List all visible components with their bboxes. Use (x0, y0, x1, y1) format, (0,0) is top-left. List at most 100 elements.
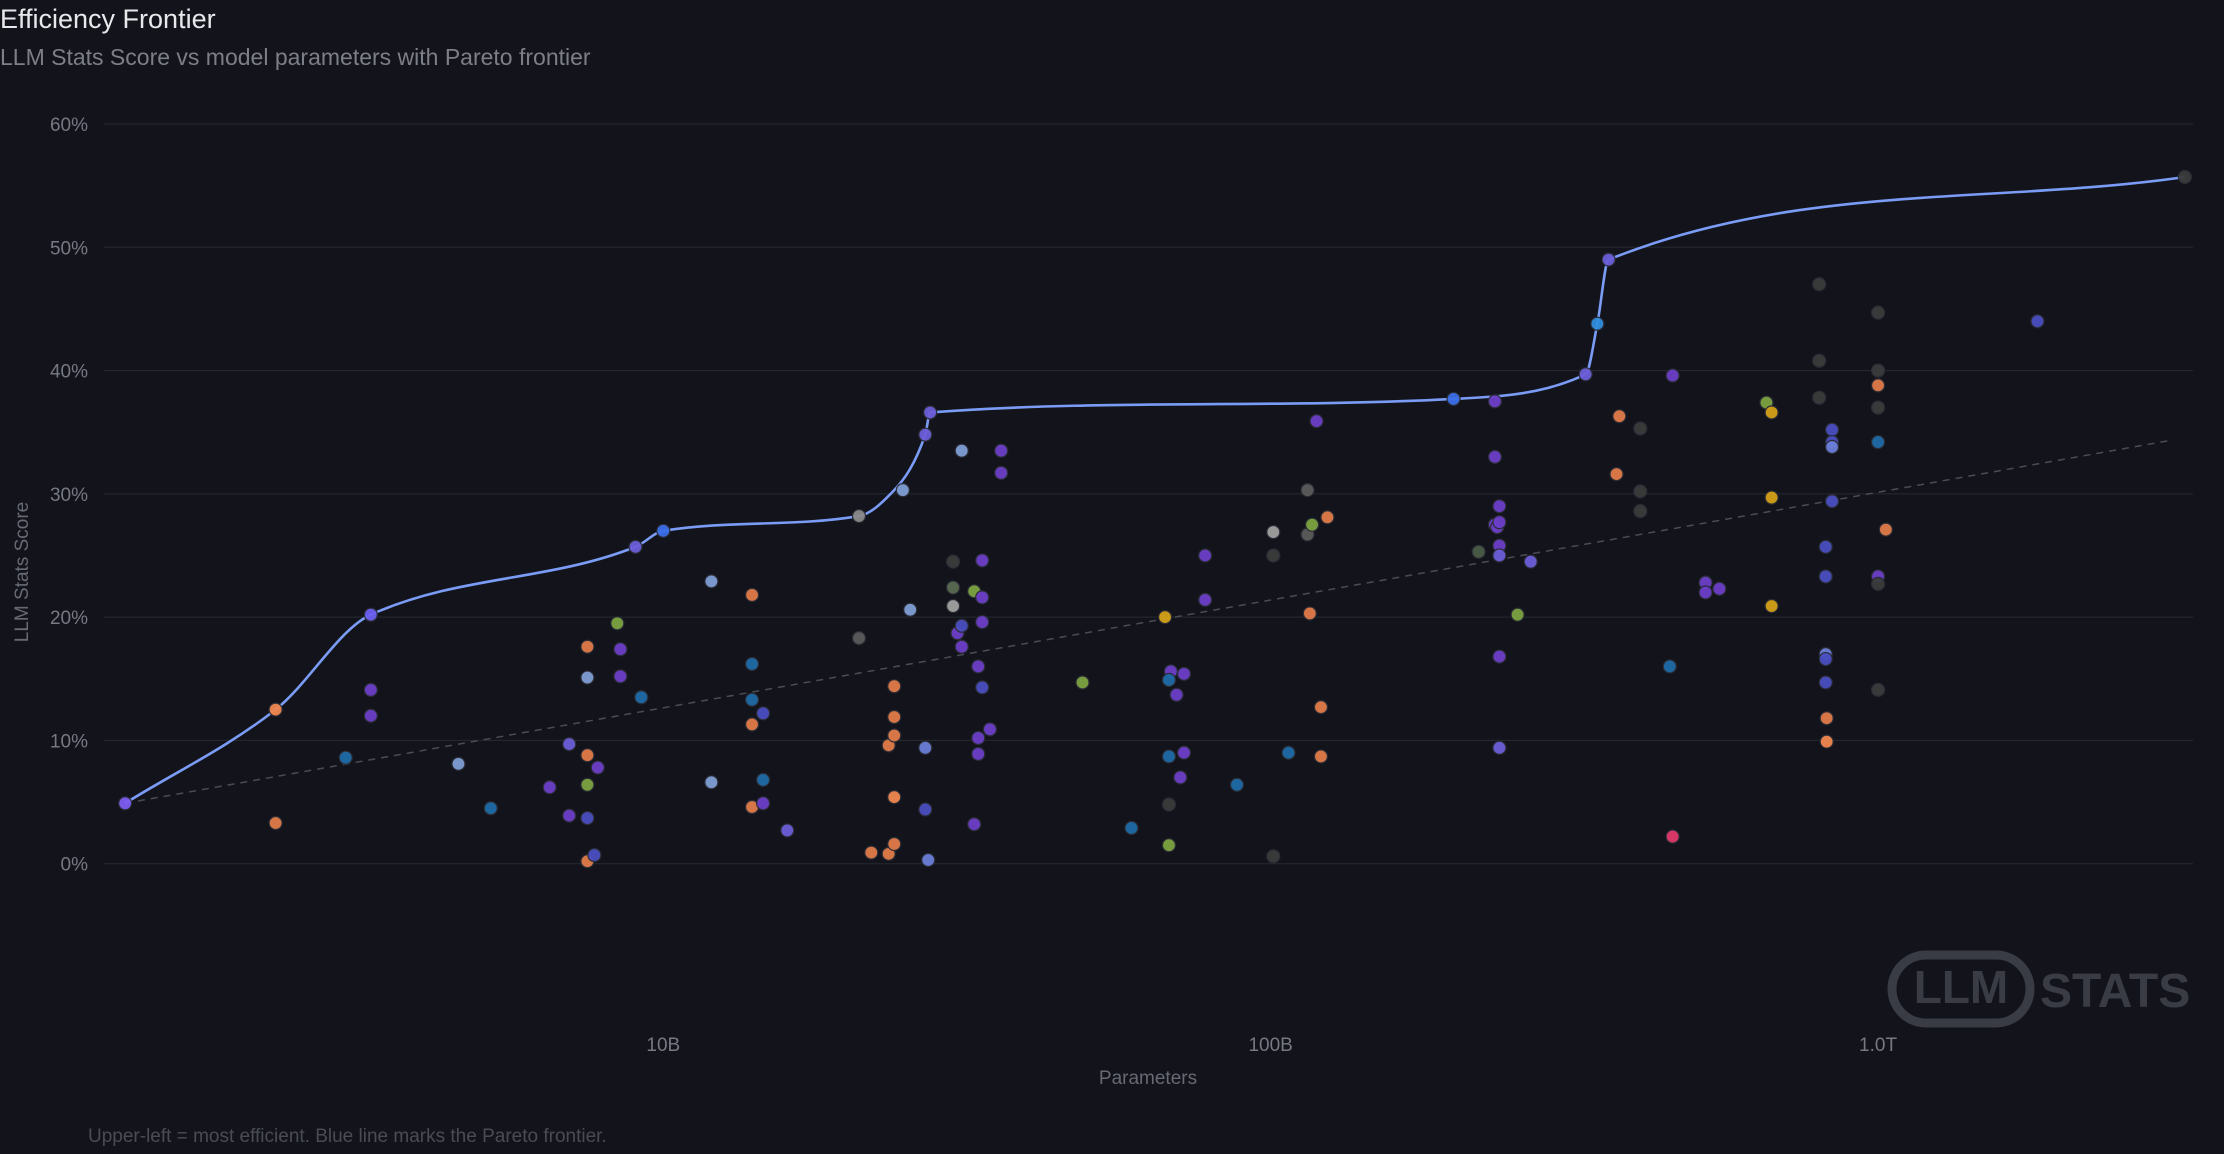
data-point (1764, 405, 1779, 420)
data-point (1824, 494, 1840, 509)
data-point (1309, 414, 1324, 429)
data-point (1812, 390, 1827, 405)
data-point (1662, 659, 1677, 674)
data-point (1266, 849, 1281, 864)
data-point (610, 616, 625, 631)
data-point (945, 580, 961, 595)
data-point (744, 717, 760, 732)
data-point (2177, 169, 2192, 185)
data-point (1492, 548, 1507, 563)
data-point (634, 690, 649, 705)
pareto-frontier-line (124, 175, 2186, 805)
data-point (363, 607, 378, 622)
data-point (1870, 378, 1886, 393)
data-point (1173, 770, 1188, 785)
data-point (542, 780, 557, 795)
data-point (967, 817, 982, 832)
data-point (923, 405, 938, 420)
y-tick-label: 50% (50, 238, 88, 259)
data-point (887, 836, 902, 852)
data-point (994, 443, 1009, 458)
data-point (756, 796, 771, 811)
data-point (1818, 569, 1833, 584)
data-point (1124, 820, 1139, 836)
data-point (756, 772, 771, 787)
data-point (1487, 394, 1503, 409)
chart-title: Efficiency Frontier (0, 4, 216, 34)
y-tick-label: 30% (50, 485, 88, 506)
data-point (580, 810, 595, 826)
data-point (628, 539, 643, 554)
data-point (1229, 777, 1245, 792)
data-point (1609, 467, 1624, 482)
x-axis-ticks: 10B 100B 1.0T (646, 1035, 1897, 1056)
data-point (656, 523, 671, 538)
data-point (918, 427, 933, 442)
data-point (1818, 539, 1833, 554)
y-tick-label: 60% (50, 115, 88, 136)
data-point (587, 847, 602, 863)
data-point (864, 845, 879, 860)
data-point (562, 737, 577, 752)
data-point (1824, 422, 1840, 437)
data-point (1633, 484, 1648, 499)
data-point (590, 760, 605, 775)
chart-subtitle: LLM Stats Score vs model parameters with… (0, 44, 591, 70)
watermark-badge-text: LLM (1914, 961, 2009, 1013)
data-point (903, 602, 918, 617)
x-axis-title: Parameters (1099, 1068, 1197, 1089)
footnote: Upper-left = most efficient. Blue line m… (88, 1126, 607, 1147)
data-point (1198, 548, 1213, 563)
data-point (918, 802, 933, 817)
data-point (945, 554, 961, 569)
data-point (1176, 745, 1192, 760)
data-point (268, 815, 283, 831)
watermark-logo: LLM STATS (1887, 950, 2190, 1028)
data-point (1300, 483, 1315, 498)
data-point (1161, 749, 1177, 764)
data-point (780, 823, 795, 838)
data-point (971, 730, 986, 746)
y-tick-label: 10% (50, 731, 88, 752)
data-point (613, 642, 628, 657)
data-point (1198, 592, 1213, 607)
data-point (338, 750, 353, 765)
data-point (895, 483, 910, 498)
data-point (1510, 607, 1525, 622)
data-point (1169, 687, 1184, 702)
data-point (1712, 581, 1727, 596)
data-point (1590, 316, 1605, 331)
data-point (1878, 522, 1893, 537)
y-tick-label: 40% (50, 362, 88, 383)
watermark-word: STATS (2040, 965, 2190, 1018)
data-point (1698, 585, 1713, 600)
data-point (363, 682, 378, 697)
data-point (580, 639, 595, 654)
data-point (1633, 504, 1648, 519)
data-point (1870, 305, 1886, 320)
data-point (1824, 439, 1840, 455)
y-tick-label: 0% (61, 855, 89, 876)
data-point (744, 692, 760, 707)
data-point (1812, 353, 1827, 368)
data-point (744, 587, 760, 603)
data-point (1176, 666, 1192, 681)
data-point (118, 796, 133, 811)
x-tick-label: 1.0T (1859, 1035, 1897, 1056)
data-point (268, 702, 283, 717)
data-point (1870, 400, 1886, 415)
y-axis-ticks: 0% 10% 20% 30% 40% 50% 60% (50, 115, 88, 876)
data-point (756, 706, 771, 721)
data-point (887, 790, 902, 805)
data-point (1446, 391, 1461, 407)
data-point (1633, 421, 1648, 436)
data-point (580, 748, 595, 763)
data-point (1612, 409, 1627, 424)
data-point (1487, 449, 1503, 464)
data-point (975, 553, 990, 568)
data-point (1302, 606, 1317, 621)
data-point (975, 614, 990, 630)
data-point (483, 801, 498, 816)
data-point (1492, 740, 1507, 755)
